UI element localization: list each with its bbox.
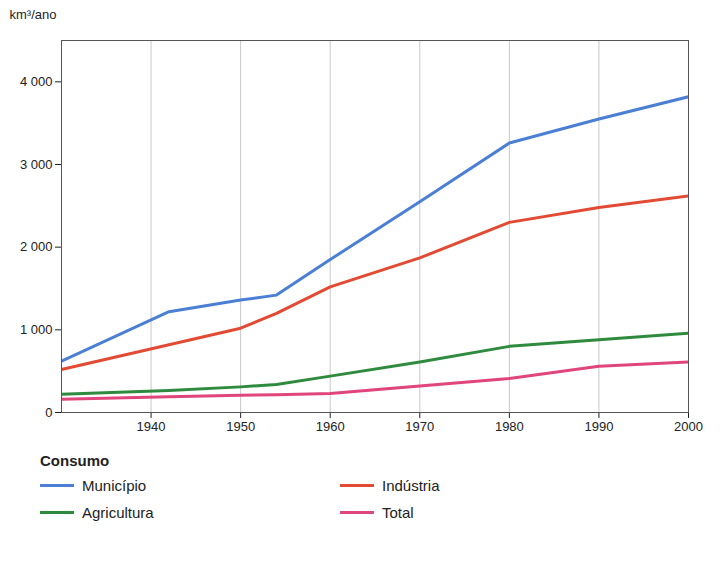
html-text:Consumo: Consumo bbox=[40, 452, 110, 469]
svg-text:4 000: 4 000 bbox=[20, 74, 53, 89]
html-text:Indústria: Indústria bbox=[382, 477, 440, 494]
html-text:Agricultura: Agricultura bbox=[82, 504, 154, 521]
html-text:Total: Total bbox=[382, 504, 414, 521]
svg-text:2 000: 2 000 bbox=[20, 239, 53, 254]
svg-text:2000: 2000 bbox=[674, 419, 703, 434]
svg-text:1 000: 1 000 bbox=[20, 322, 53, 337]
svg-text:km³/ano: km³/ano bbox=[10, 7, 57, 22]
svg-text:1940: 1940 bbox=[137, 419, 166, 434]
svg-text:1970: 1970 bbox=[405, 419, 434, 434]
svg-text:3 000: 3 000 bbox=[20, 157, 53, 172]
svg-text:1960: 1960 bbox=[316, 419, 345, 434]
svg-text:1980: 1980 bbox=[495, 419, 524, 434]
svg-text:1950: 1950 bbox=[226, 419, 255, 434]
svg-text:0: 0 bbox=[45, 405, 52, 420]
html-text:Município: Município bbox=[82, 477, 147, 494]
svg-text:1990: 1990 bbox=[584, 419, 613, 434]
